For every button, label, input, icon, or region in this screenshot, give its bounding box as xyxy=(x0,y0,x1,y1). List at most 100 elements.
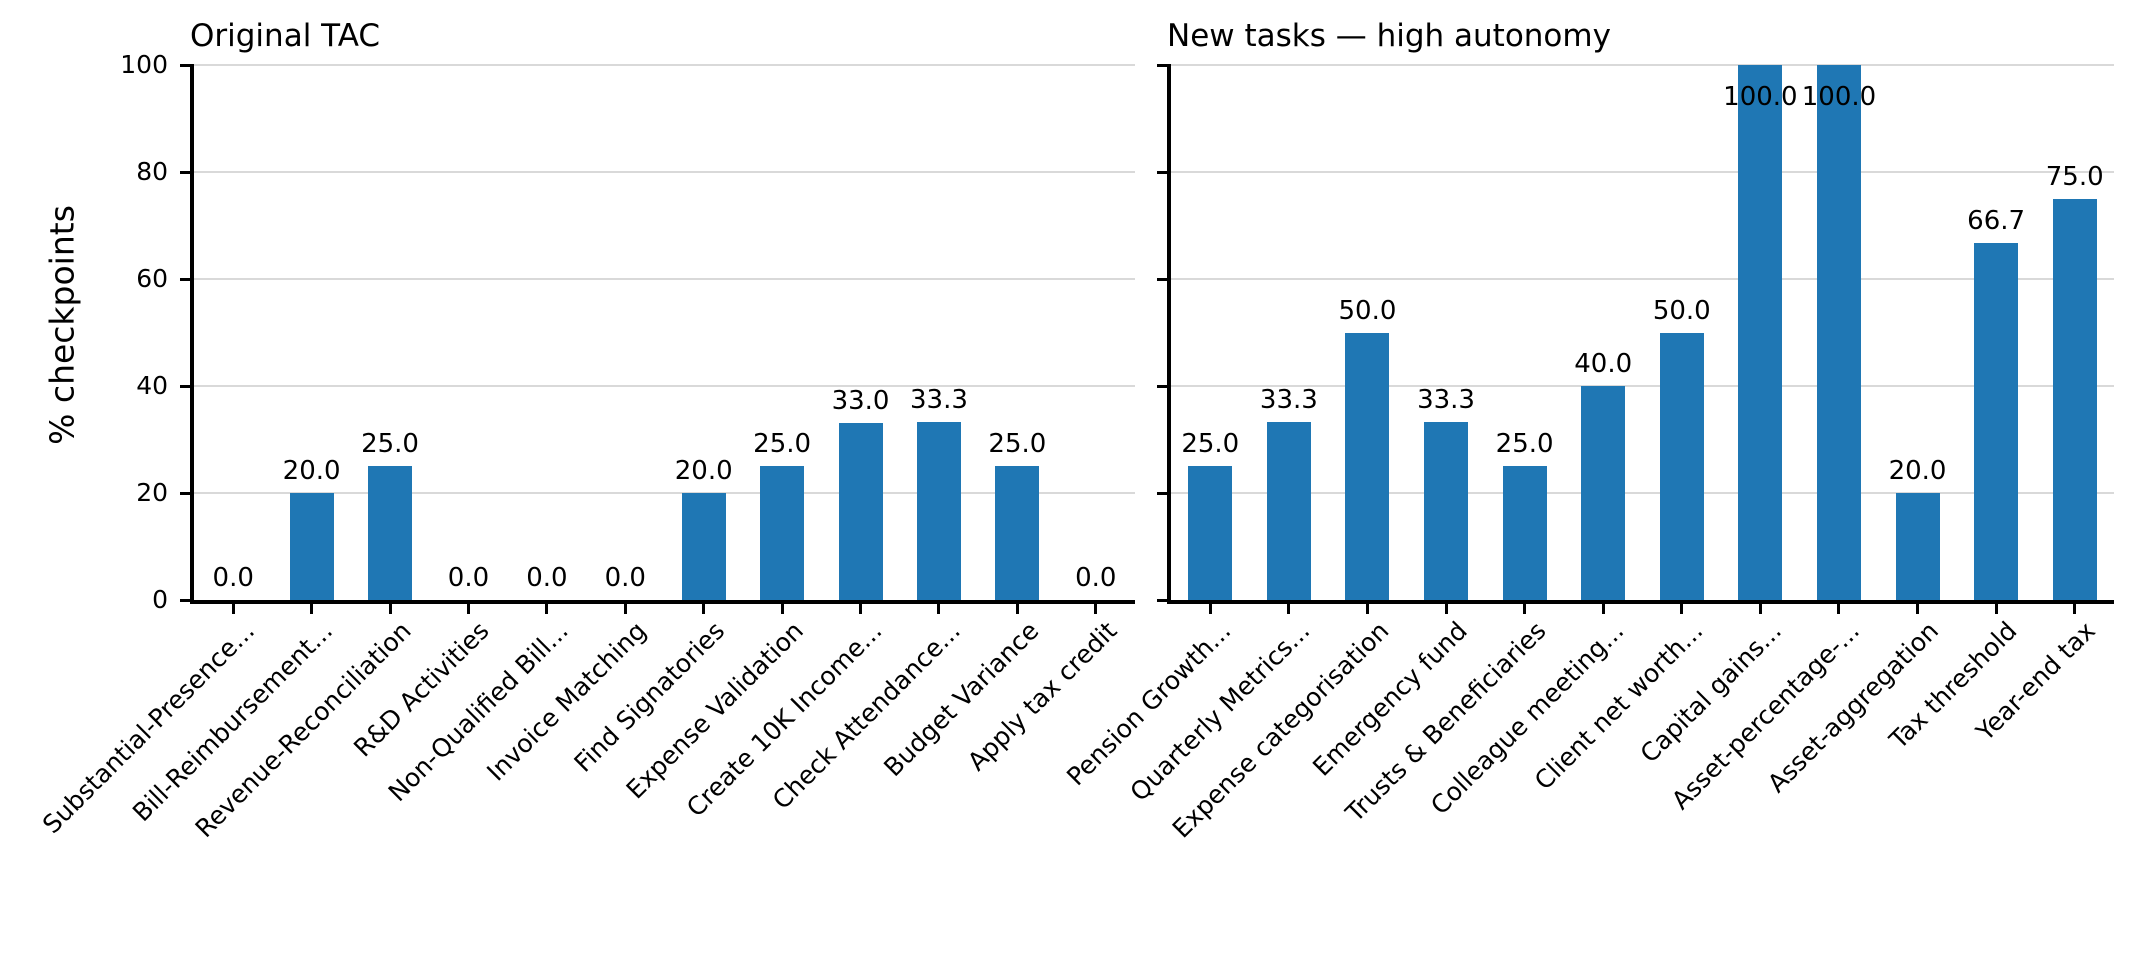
ytick xyxy=(180,63,194,67)
bar xyxy=(289,493,334,600)
panel-title: New tasks — high autonomy xyxy=(1167,18,1611,54)
xtick xyxy=(545,600,549,614)
xlabel: R&D Activities xyxy=(348,616,495,763)
bar xyxy=(1974,243,2019,600)
barlabel: 50.0 xyxy=(1652,295,1711,326)
ytick xyxy=(1157,63,1171,67)
barlabel: 20.0 xyxy=(282,456,341,486)
xtick xyxy=(1287,600,1291,614)
ytick xyxy=(1157,277,1171,281)
barlabel: 75.0 xyxy=(2045,161,2104,192)
bar xyxy=(916,421,961,600)
barlabel: 20.0 xyxy=(1888,456,1947,486)
barlabel: 33.3 xyxy=(1259,384,1318,415)
ytick xyxy=(180,491,194,495)
bar xyxy=(995,466,1040,600)
xtick xyxy=(1523,600,1527,614)
barlabel: 66.7 xyxy=(1967,206,2026,237)
barlabel: 33.3 xyxy=(1417,384,1475,415)
panel-title: Original TAC xyxy=(190,18,380,54)
ytick xyxy=(180,170,194,174)
barlabel: 0.0 xyxy=(447,563,490,593)
bar xyxy=(838,423,883,600)
barlabel: 0.0 xyxy=(526,563,568,593)
bar xyxy=(1895,493,1940,600)
yticklabel: 0 xyxy=(152,585,168,614)
plot-area: 25.0 Pension Growth... 33.3 Quarterly Metri… xyxy=(1062,63,2114,844)
barlabel: 33.0 xyxy=(831,386,890,417)
yticklabel: 100 xyxy=(120,50,168,79)
barlabel: 100.0 xyxy=(1723,82,1798,112)
barlabel: 40.0 xyxy=(1574,349,1633,379)
bar xyxy=(1581,386,1626,600)
xtick xyxy=(1444,600,1448,614)
yticklabel: 40 xyxy=(136,371,168,400)
ytick xyxy=(1157,598,1171,602)
xtick xyxy=(859,600,863,614)
xtick xyxy=(1837,600,1841,614)
bar xyxy=(1345,332,1390,600)
bar xyxy=(368,466,413,600)
yticklabel: 20 xyxy=(136,478,168,507)
xtick xyxy=(388,600,392,614)
panel-original-tac: Original TAC 0 20 40 60 80 100 0.0 Substantial-… xyxy=(37,18,1135,945)
xtick xyxy=(1680,600,1684,614)
ytick xyxy=(180,598,194,602)
gridline xyxy=(1171,64,2114,66)
xtick xyxy=(2073,600,2077,614)
bar xyxy=(1659,332,1704,600)
bar xyxy=(1266,421,1311,600)
bar xyxy=(1502,466,1547,600)
xtick xyxy=(1365,600,1369,614)
barlabel: 25.0 xyxy=(753,429,812,460)
xtick xyxy=(231,600,235,614)
ytick xyxy=(180,384,194,388)
barlabel: 0.0 xyxy=(212,563,254,593)
barlabel: 0.0 xyxy=(1075,563,1117,593)
xtick xyxy=(1208,600,1212,614)
barlabel: 100.0 xyxy=(1801,82,1877,112)
bar xyxy=(1188,466,1233,600)
xtick xyxy=(937,600,941,614)
barlabel: 20.0 xyxy=(674,456,733,486)
plot-area: 0 20 40 60 80 100 0.0 Substantial-Presence... 20… xyxy=(37,50,1135,843)
barlabel: 0.0 xyxy=(604,563,646,593)
xtick xyxy=(780,600,784,614)
gridline xyxy=(194,278,1135,280)
ytick xyxy=(1157,491,1171,495)
ytick xyxy=(1157,170,1171,174)
xtick xyxy=(1994,600,1998,614)
bar xyxy=(1424,421,1469,600)
barlabel: 25.0 xyxy=(361,429,419,460)
xtick xyxy=(1094,600,1098,614)
bar xyxy=(1738,65,1783,600)
barlabel: 50.0 xyxy=(1338,295,1397,326)
bar xyxy=(681,493,726,600)
barlabel: 25.0 xyxy=(988,429,1047,460)
y-axis-label: % checkpoints xyxy=(42,205,82,445)
barlabel: 33.3 xyxy=(910,384,968,415)
xtick xyxy=(466,600,470,614)
yticklabel: 80 xyxy=(136,157,168,186)
xlabel: Capital gains... xyxy=(1634,616,1787,769)
bar xyxy=(2052,198,2097,600)
ytick xyxy=(1157,384,1171,388)
xtick xyxy=(1758,600,1762,614)
gridline xyxy=(194,171,1135,173)
gridline xyxy=(1171,385,2114,387)
gridline xyxy=(1171,171,2114,173)
xtick xyxy=(1601,600,1605,614)
xtick xyxy=(1015,600,1019,614)
xtick xyxy=(623,600,627,614)
barlabel: 25.0 xyxy=(1181,429,1240,460)
gridline xyxy=(1171,278,2114,280)
yticklabel: 60 xyxy=(136,264,168,293)
xtick xyxy=(310,600,314,614)
gridline xyxy=(194,385,1135,387)
xtick xyxy=(1916,600,1920,614)
ytick xyxy=(180,277,194,281)
gridline xyxy=(194,492,1135,494)
xtick xyxy=(702,600,706,614)
panel-new-tasks: New tasks — high autonomy 25.0 Pension Gr… xyxy=(1062,18,2114,945)
